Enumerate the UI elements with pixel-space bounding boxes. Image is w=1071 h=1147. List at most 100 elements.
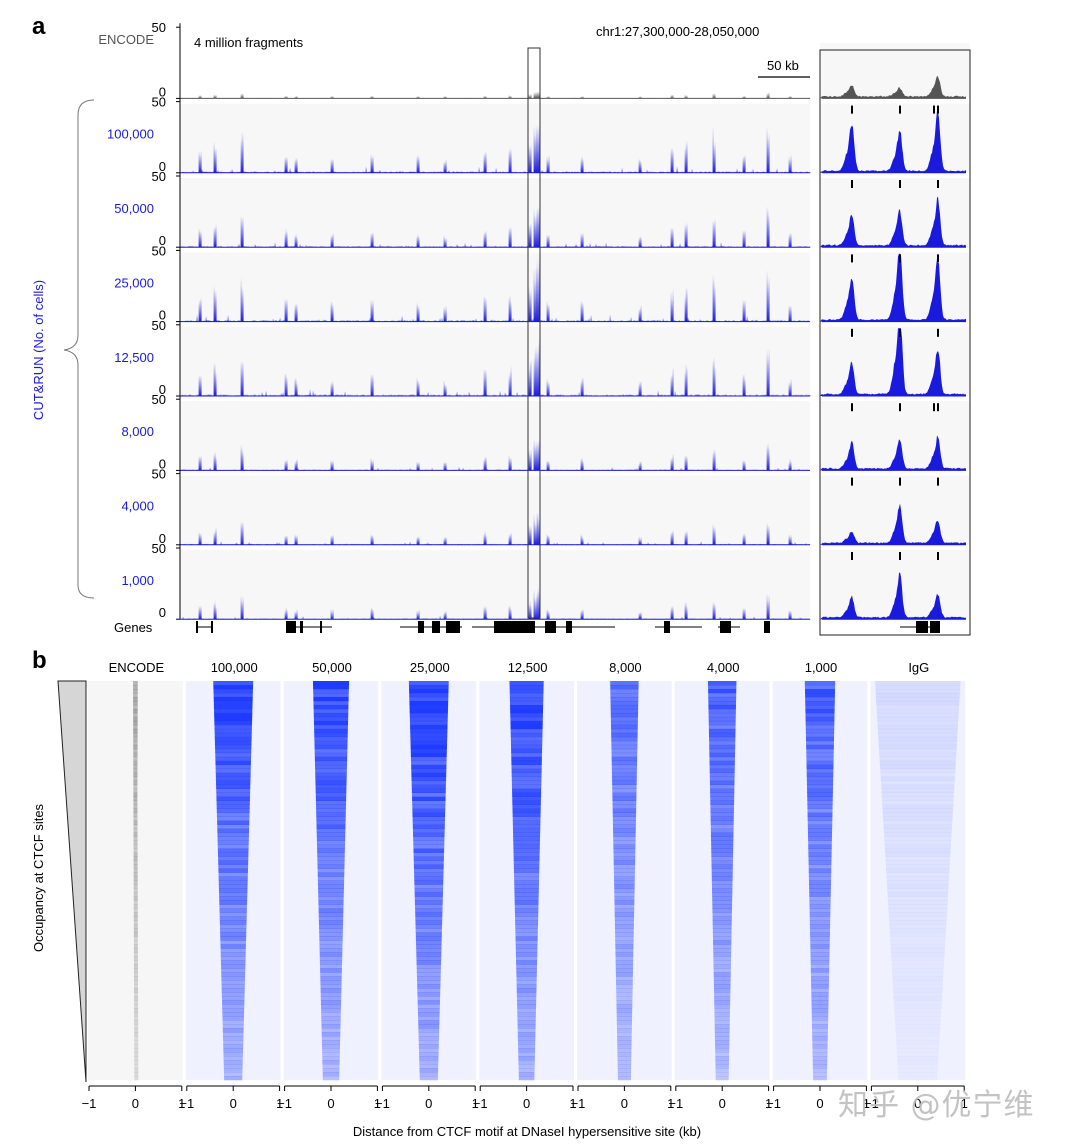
heatmap-row (518, 1076, 535, 1081)
heatmap-row (614, 908, 635, 913)
heatmap-row (319, 924, 343, 929)
heatmap-row (810, 952, 830, 957)
heatmap-row (221, 984, 245, 989)
zoom-signal (820, 75, 966, 99)
heatmap-row (133, 752, 138, 758)
heatmap-row (889, 928, 946, 933)
heatmap-row (713, 968, 731, 973)
heatmap-row (319, 952, 343, 957)
heatmap-row (715, 1068, 729, 1073)
heatmap-row (319, 944, 343, 949)
heatmap-row (876, 700, 960, 706)
heatmap-row (134, 1072, 139, 1077)
x-tick-label: −1 (375, 1096, 390, 1111)
heatmap-row (220, 940, 246, 945)
x-tick-label: 0 (425, 1096, 432, 1111)
heatmap-row (614, 924, 634, 929)
heatmap-row (409, 696, 449, 702)
heatmap-row (316, 812, 346, 817)
heatmap-row (808, 840, 832, 845)
heatmap-row (514, 908, 539, 913)
x-tick-label: 1 (374, 1096, 381, 1111)
heatmap-row (513, 844, 540, 849)
heatmap-row (410, 748, 447, 754)
heatmap-row (215, 756, 252, 762)
heatmap-row (811, 980, 829, 985)
heatmap-row (884, 836, 952, 841)
heatmap-row (708, 716, 736, 722)
heatmap-row (319, 940, 343, 945)
heatmap-row (881, 792, 954, 798)
heatmap-row (715, 1060, 729, 1065)
heatmap-row (713, 940, 732, 945)
heatmap-row (885, 864, 950, 869)
heatmap-row (892, 972, 944, 977)
x-tick-label: 1 (472, 1096, 479, 1111)
heatmap-bg (674, 681, 770, 1080)
heatmap-row (612, 792, 637, 798)
heatmap-row (223, 1060, 243, 1065)
heatmap-row (410, 744, 447, 750)
heatmap-row (613, 868, 635, 873)
heatmap-row (611, 764, 637, 770)
heatmap-row (133, 724, 138, 730)
heatmap-row (888, 916, 947, 921)
heatmap-row (214, 716, 253, 722)
heatmap-row (804, 684, 836, 690)
heatmap-row (133, 824, 138, 829)
heatmap-row (514, 892, 539, 897)
heatmap-row (806, 748, 834, 754)
motif-mark (937, 477, 939, 486)
heatmap-row (891, 956, 945, 961)
track-name: 25,000 (114, 275, 154, 290)
heatmap-row (513, 852, 540, 857)
heatmap-row (134, 1012, 139, 1017)
heatmap-row (133, 832, 138, 837)
heatmap-row (133, 740, 138, 746)
heatmap-row (216, 784, 251, 790)
heatmap-row (409, 700, 449, 706)
heatmap-row (213, 684, 253, 690)
heatmap-row (316, 836, 346, 841)
heatmap-row (133, 704, 138, 710)
heatmap-row (322, 1068, 340, 1073)
heatmap-row (215, 776, 251, 782)
heatmap-row (808, 872, 832, 877)
heatmap-row (409, 704, 449, 710)
heatmap-row (417, 1004, 440, 1009)
heatmap-row (133, 948, 138, 953)
heatmap-row (710, 824, 734, 829)
heatmap-row (414, 880, 444, 885)
heatmap-row (413, 856, 444, 861)
heatmap-row (418, 1044, 439, 1049)
gene-exon (545, 621, 556, 633)
heatmap-row (133, 796, 138, 801)
heatmap-row (714, 1024, 730, 1029)
heatmap-row (412, 816, 445, 821)
heatmap-row (133, 916, 138, 921)
heatmap-row (895, 1024, 941, 1029)
track-signal (180, 91, 811, 99)
heatmap-row (415, 924, 443, 929)
heatmap-row (134, 1040, 139, 1045)
heatmap-row (133, 876, 138, 881)
motif-mark (851, 254, 853, 263)
x-tick-label: 1 (863, 1096, 870, 1111)
heatmap-row (616, 996, 633, 1001)
heatmap-row (223, 1068, 243, 1073)
heatmap-row (516, 972, 537, 977)
x-tick-label: −1 (864, 1096, 879, 1111)
heatmap-row (221, 992, 245, 997)
heatmap-row (888, 908, 948, 913)
heatmap-row (317, 860, 345, 865)
watermark: 知乎 @优宁维 (838, 1088, 1035, 1123)
heatmap-row (514, 872, 540, 877)
heatmap-row (220, 932, 247, 937)
motif-mark (899, 180, 901, 189)
heatmap-row (610, 704, 639, 710)
heatmap-row (133, 908, 138, 913)
highlight-box (527, 47, 541, 619)
heatmap-panel: ENCODE 100,000 50,000 25,000 12,500 8,000 4,00… (88, 660, 966, 1081)
tick-label-0: 0 (159, 456, 166, 471)
heatmap-row (222, 1016, 244, 1021)
